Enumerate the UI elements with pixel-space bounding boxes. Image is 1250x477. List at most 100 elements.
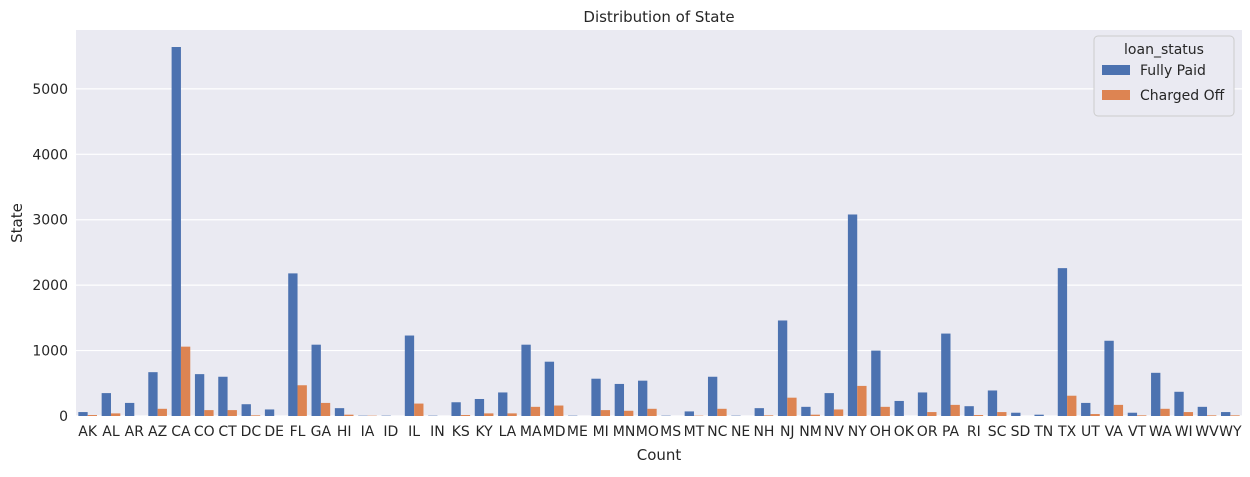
y-tick-label: 5000 (32, 82, 68, 98)
bar-charged-off-ca (181, 347, 190, 416)
x-tick-label: GA (311, 424, 332, 440)
x-tick-label: IN (430, 424, 445, 440)
bar-fully-paid-ar (125, 403, 134, 416)
bar-fully-paid-mt (685, 411, 694, 416)
bar-charged-off-or (927, 412, 936, 416)
bar-fully-paid-hi (335, 408, 344, 416)
bar-fully-paid-ut (1081, 403, 1090, 416)
x-tick-label: ID (383, 424, 398, 440)
bar-charged-off-ny (857, 386, 866, 416)
legend-swatch-charged-off (1102, 90, 1130, 100)
x-tick-label: NE (731, 424, 750, 440)
bar-fully-paid-va (1104, 341, 1113, 416)
bar-charged-off-mo (647, 409, 656, 416)
bar-charged-off-mn (624, 411, 633, 416)
x-tick-label: WY (1219, 424, 1242, 440)
x-tick-label: MD (543, 424, 566, 440)
bar-charged-off-tx (1067, 396, 1076, 416)
bar-fully-paid-co (195, 374, 204, 416)
legend: loan_status Fully Paid Charged Off (1094, 36, 1234, 116)
bar-fully-paid-wv (1198, 407, 1207, 416)
bar-fully-paid-mi (591, 379, 600, 416)
x-tick-label: CT (218, 424, 237, 440)
y-tick-label: 4000 (32, 147, 68, 163)
x-tick-label: OK (894, 424, 915, 440)
bar-charged-off-ct (228, 410, 237, 416)
bar-charged-off-wy (1230, 415, 1239, 416)
x-tick-label: NJ (780, 424, 795, 440)
bar-fully-paid-ny (848, 214, 857, 416)
bar-fully-paid-al (102, 393, 111, 416)
bar-charged-off-dc (251, 415, 260, 416)
bar-charged-off-wi (1184, 412, 1193, 416)
legend-swatch-fully-paid (1102, 65, 1130, 75)
x-tick-label: TN (1033, 424, 1053, 440)
bar-charged-off-wa (1160, 409, 1169, 416)
bar-charged-off-va (1114, 405, 1123, 416)
x-tick-label: AZ (148, 424, 167, 440)
x-tick-label: VT (1128, 424, 1147, 440)
bar-charged-off-nm (811, 415, 820, 416)
x-tick-label: DE (264, 424, 284, 440)
bar-fully-paid-ak (78, 412, 87, 416)
bar-fully-paid-oh (871, 351, 880, 416)
x-axis-label: Count (637, 446, 682, 464)
bar-charged-off-ut (1090, 414, 1099, 416)
y-tick-label: 1000 (32, 344, 68, 360)
bar-fully-paid-ma (521, 345, 530, 416)
bar-fully-paid-nv (825, 393, 834, 416)
bar-charged-off-nv (834, 409, 843, 416)
bar-fully-paid-sc (988, 390, 997, 416)
x-tick-label: MN (613, 424, 636, 440)
y-tick-label: 2000 (32, 278, 68, 294)
x-tick-label: WV (1195, 424, 1219, 440)
bar-charged-off-nh (764, 415, 773, 416)
x-tick-label: WI (1175, 424, 1193, 440)
x-tick-label: MO (636, 424, 659, 440)
x-tick-label: AL (102, 424, 120, 440)
bar-charged-off-mi (601, 410, 610, 416)
chart-title: Distribution of State (583, 8, 734, 26)
x-tick-label: KS (452, 424, 470, 440)
bar-fully-paid-tx (1058, 268, 1067, 416)
bar-fully-paid-wy (1221, 412, 1230, 416)
bar-fully-paid-vt (1128, 413, 1137, 416)
bar-fully-paid-fl (288, 273, 297, 416)
bar-fully-paid-ct (218, 377, 227, 416)
x-tick-label: LA (499, 424, 517, 440)
bar-charged-off-co (204, 410, 213, 416)
x-tick-label: AK (78, 424, 98, 440)
x-tick-label: NM (799, 424, 822, 440)
x-tick-label: FL (290, 424, 306, 440)
bar-charged-off-az (158, 409, 167, 416)
x-tick-label: NV (824, 424, 844, 440)
y-tick-label: 3000 (32, 213, 68, 229)
bar-fully-paid-il (405, 336, 414, 416)
bar-fully-paid-dc (242, 404, 251, 416)
x-tick-label: MA (520, 424, 542, 440)
bar-charged-off-nj (787, 398, 796, 416)
bar-fully-paid-tn (1034, 415, 1043, 416)
x-tick-label: IA (361, 424, 375, 440)
bar-fully-paid-wi (1174, 392, 1183, 416)
bar-charged-off-ga (321, 403, 330, 416)
bar-fully-paid-ky (475, 399, 484, 416)
x-tick-label: KY (475, 424, 493, 440)
x-tick-label: CO (194, 424, 215, 440)
bar-fully-paid-md (545, 362, 554, 416)
legend-label-charged-off: Charged Off (1140, 88, 1225, 104)
bar-charged-off-md (554, 406, 563, 416)
bar-fully-paid-ok (895, 401, 904, 416)
bar-charged-off-sc (997, 412, 1006, 416)
bar-fully-paid-ks (451, 402, 460, 416)
y-tick-label: 0 (59, 409, 68, 425)
bar-charged-off-il (414, 404, 423, 416)
bar-fully-paid-mn (615, 384, 624, 416)
bar-charged-off-al (111, 413, 120, 416)
bar-fully-paid-mo (638, 381, 647, 416)
bar-charged-off-ks (461, 415, 470, 416)
bar-fully-paid-ca (172, 47, 181, 416)
y-axis-label: State (8, 203, 26, 243)
bar-fully-paid-ga (312, 345, 321, 416)
